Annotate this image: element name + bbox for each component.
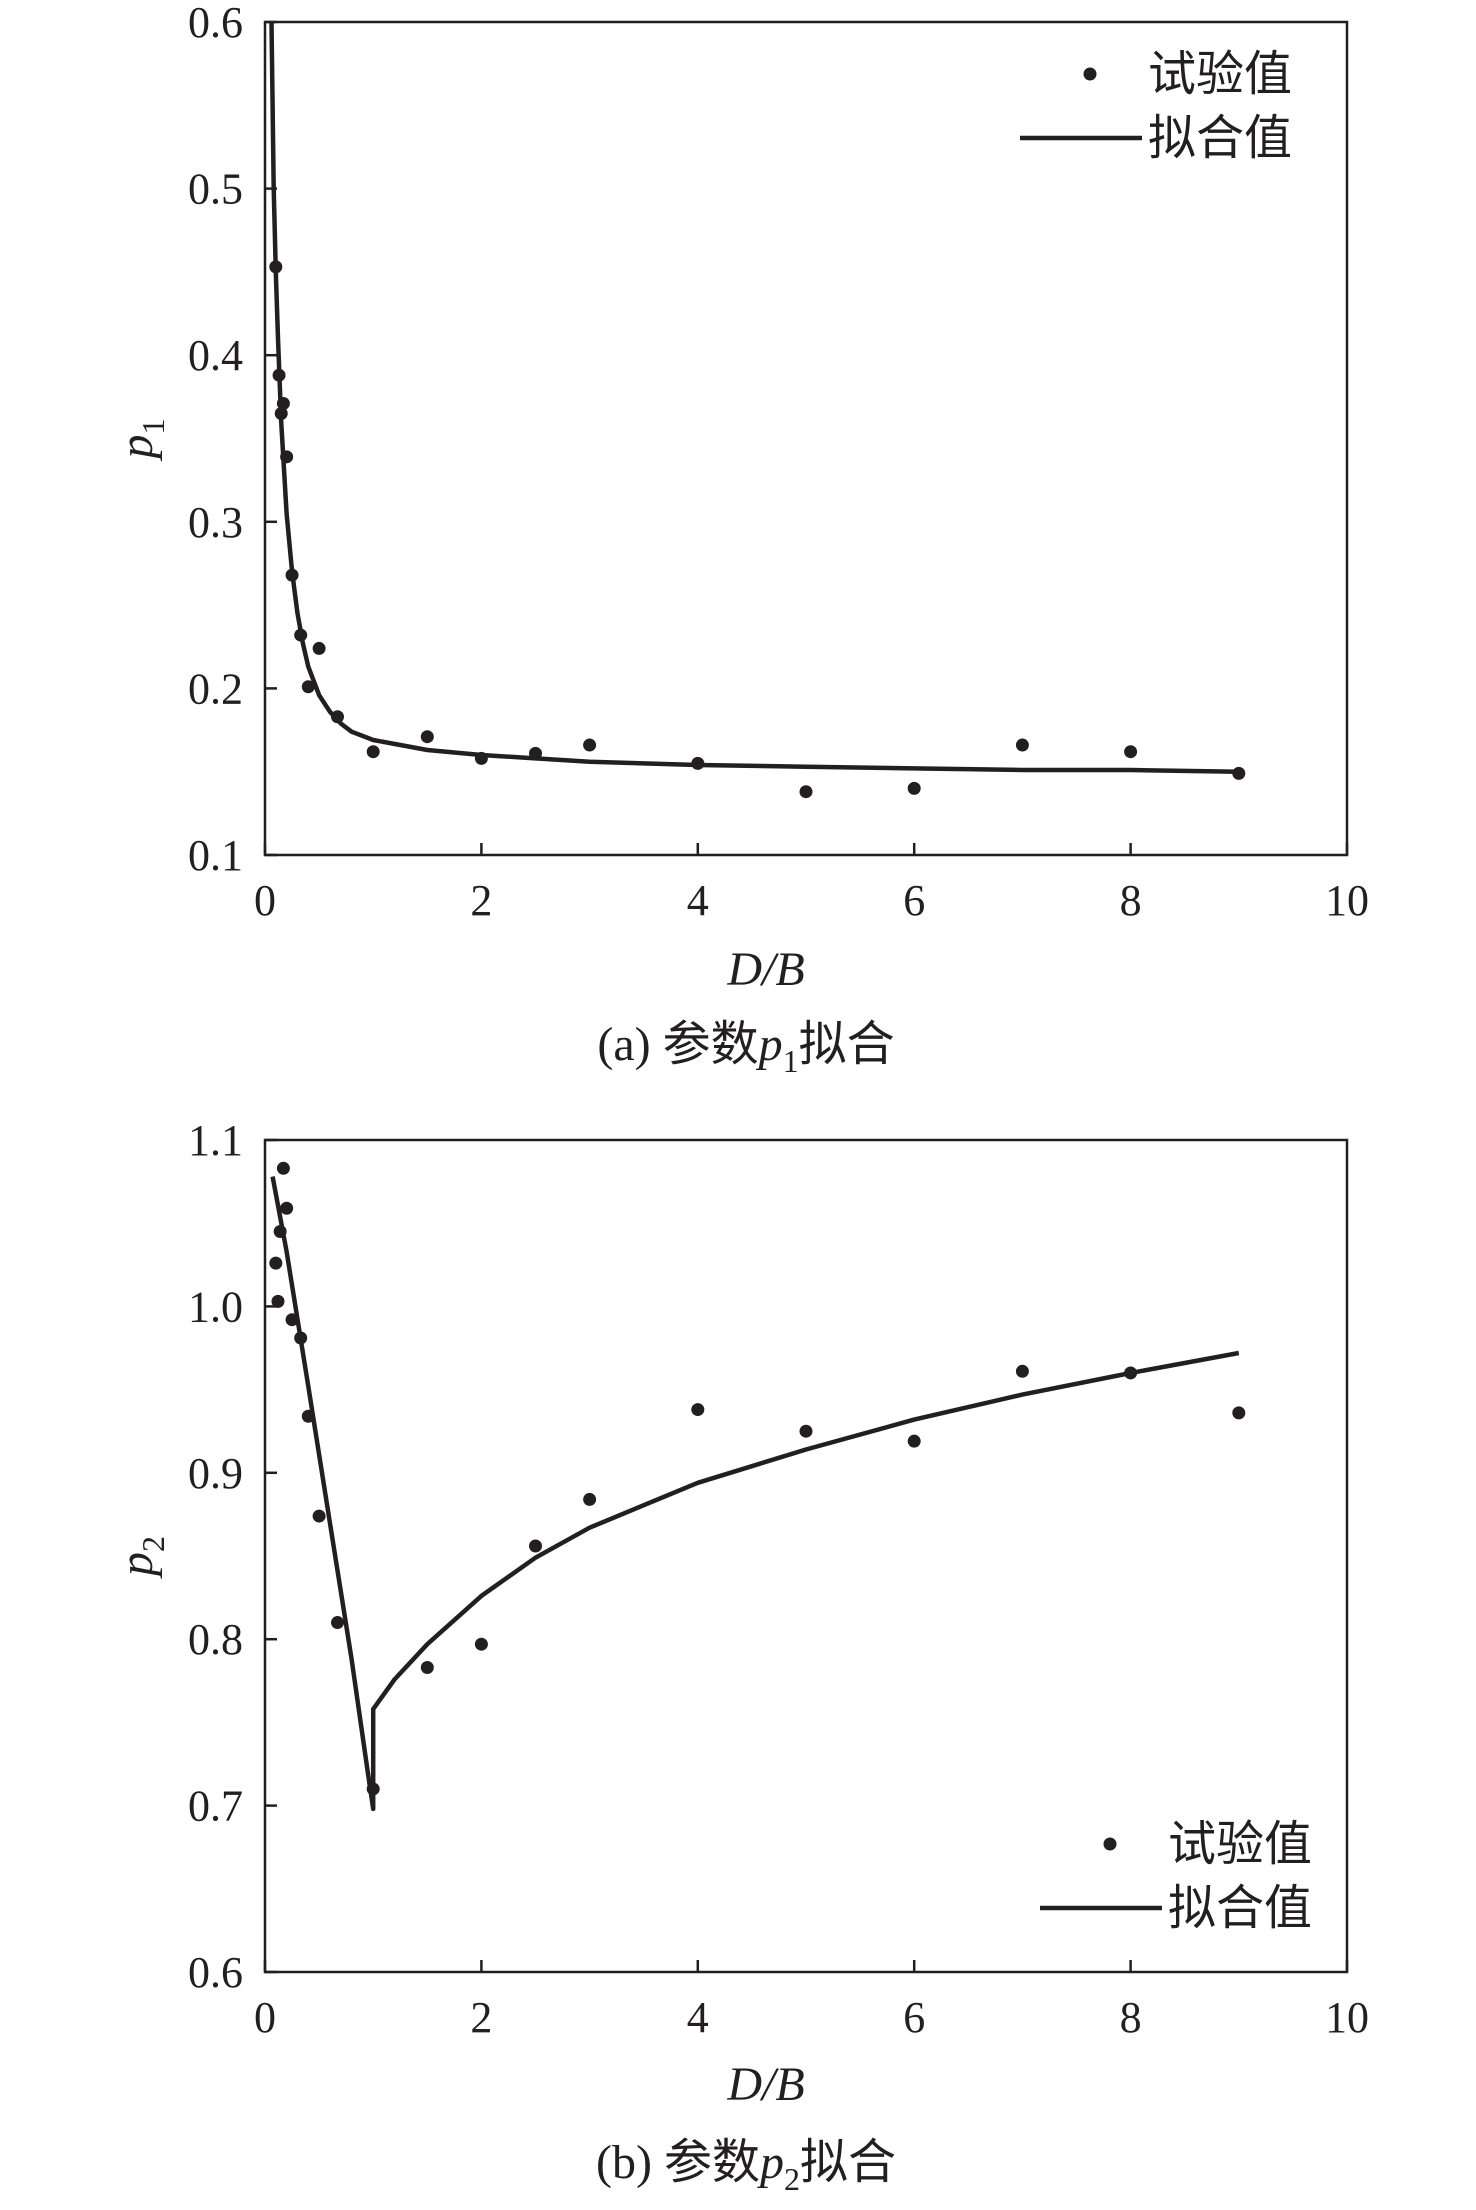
data-point [583, 1492, 597, 1506]
data-point [272, 368, 286, 382]
data-point [529, 746, 542, 760]
fitted-curve [270, 1176, 1240, 1812]
plot-frame [263, 20, 1349, 857]
legend-marker-point [1103, 1837, 1117, 1851]
y-tick-label: 1.0 [188, 1282, 243, 1331]
y-tick-label: 0.8 [188, 1615, 243, 1664]
x-tick-label: 10 [1325, 876, 1369, 925]
x-tick-label: 6 [903, 1993, 925, 2042]
data-point [276, 397, 290, 411]
data-point [583, 738, 597, 752]
data-point [269, 260, 283, 274]
legend-label-fitted: 拟合值 [1148, 112, 1292, 165]
y-axis-label: p2 [110, 1536, 171, 1579]
data-point [907, 1434, 921, 1448]
data-point [285, 1313, 299, 1327]
y-tick-label: 1.1 [188, 1116, 243, 1165]
x-axis-label: D/B [726, 2058, 804, 2111]
data-point [366, 745, 380, 759]
x-axis-label: D/B [726, 943, 804, 996]
data-point [420, 730, 434, 744]
data-point [301, 1409, 315, 1423]
data-point [529, 1539, 542, 1553]
x-tick-label: 8 [1120, 1993, 1142, 2042]
y-tick-label: 0.7 [188, 1782, 243, 1831]
data-point [1232, 1406, 1246, 1420]
y-axis-label: p1 [110, 419, 171, 462]
x-tick-label: 0 [254, 1993, 276, 2042]
figure-caption: (b) 参数p2拟合 [596, 2136, 896, 2197]
x-tick-label: 8 [1120, 876, 1142, 925]
data-point [330, 1616, 344, 1630]
x-tick-label: 4 [687, 1993, 709, 2042]
data-point [276, 1161, 290, 1175]
data-point [285, 568, 299, 582]
fitted-curve [269, 21, 1239, 774]
data-point [294, 628, 308, 642]
data-point [1124, 1366, 1138, 1380]
data-point [312, 1509, 326, 1523]
y-tick-label: 0.3 [188, 498, 243, 547]
data-point [691, 1403, 705, 1417]
data-point [799, 1424, 813, 1438]
y-tick-label: 0.1 [188, 831, 243, 880]
y-tick-label: 0.5 [188, 165, 243, 214]
plot-frame [263, 1138, 1349, 1974]
data-point [691, 756, 705, 770]
data-point [330, 710, 344, 724]
legend-label-experimental: 试验值 [1168, 1818, 1312, 1871]
legend-label-fitted: 拟合值 [1168, 1882, 1312, 1935]
data-point [1232, 766, 1246, 780]
data-point [273, 1225, 287, 1239]
y-tick-label: 0.2 [188, 664, 243, 713]
data-point [274, 407, 288, 421]
data-point [366, 1782, 380, 1796]
data-point [280, 450, 294, 464]
x-tick-label: 6 [903, 876, 925, 925]
y-tick-label: 0.4 [188, 331, 243, 380]
x-tick-label: 4 [687, 876, 709, 925]
x-tick-label: 2 [470, 1993, 492, 2042]
x-tick-label: 10 [1325, 1993, 1369, 2042]
legend-label-experimental: 试验值 [1148, 48, 1292, 101]
data-point [1015, 738, 1029, 752]
data-point [474, 751, 488, 765]
y-tick-label: 0.6 [188, 0, 243, 47]
y-tick-label: 0.9 [188, 1449, 243, 1498]
x-tick-label: 2 [470, 876, 492, 925]
data-point [312, 641, 326, 655]
data-point [474, 1637, 488, 1651]
data-point [1124, 745, 1138, 759]
figure-caption: (a) 参数p1拟合 [597, 1018, 894, 1079]
legend-marker-point [1083, 67, 1097, 81]
data-point [1015, 1364, 1029, 1378]
data-point [420, 1660, 434, 1674]
x-tick-label: 0 [254, 876, 276, 925]
data-point [799, 785, 813, 799]
data-point [907, 781, 921, 795]
data-point [280, 1201, 294, 1215]
data-point [269, 1256, 283, 1270]
data-point [294, 1331, 308, 1345]
y-tick-label: 0.6 [188, 1948, 243, 1997]
data-point [301, 680, 315, 694]
data-point [271, 1294, 285, 1308]
